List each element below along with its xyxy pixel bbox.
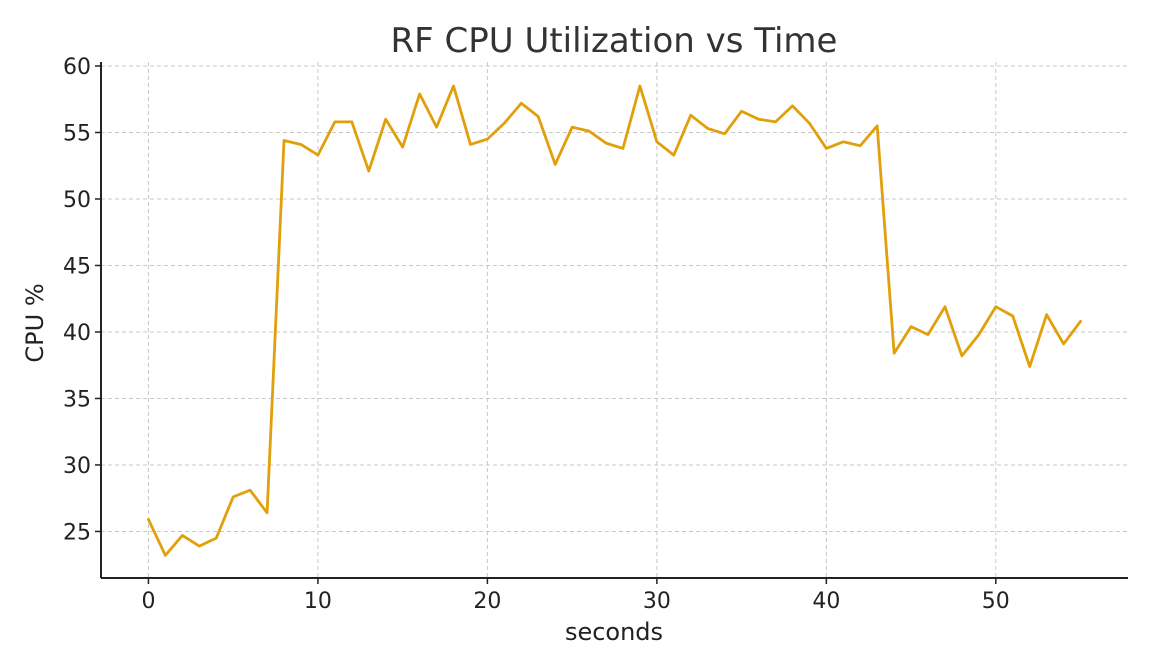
y-tick-label: 35 <box>63 387 91 412</box>
x-tick-label: 0 <box>141 589 155 614</box>
x-tick-label: 40 <box>812 589 840 614</box>
y-tick-label: 55 <box>63 121 91 146</box>
y-tick-label: 25 <box>63 520 91 545</box>
x-tick-label: 10 <box>304 589 332 614</box>
y-tick-label: 50 <box>63 188 91 213</box>
y-tick-label: 60 <box>63 55 91 80</box>
y-tick-label: 30 <box>63 454 91 479</box>
x-tick-label: 30 <box>643 589 671 614</box>
y-axis-label: CPU % <box>21 283 49 362</box>
grid <box>101 62 1128 578</box>
axes <box>100 62 1128 579</box>
series-layer <box>147 84 1082 557</box>
x-axis-label: seconds <box>565 618 663 646</box>
x-tick-label: 20 <box>473 589 501 614</box>
y-tick-label: 40 <box>63 321 91 346</box>
y-tick-label: 45 <box>63 254 91 279</box>
series-line-rf-cpu <box>147 84 1082 557</box>
x-tick-label: 50 <box>982 589 1010 614</box>
ticks: 0 10 20 30 40 50 25 30 35 40 45 50 55 60 <box>63 55 1010 614</box>
chart-title: RF CPU Utilization vs Time <box>391 21 838 61</box>
